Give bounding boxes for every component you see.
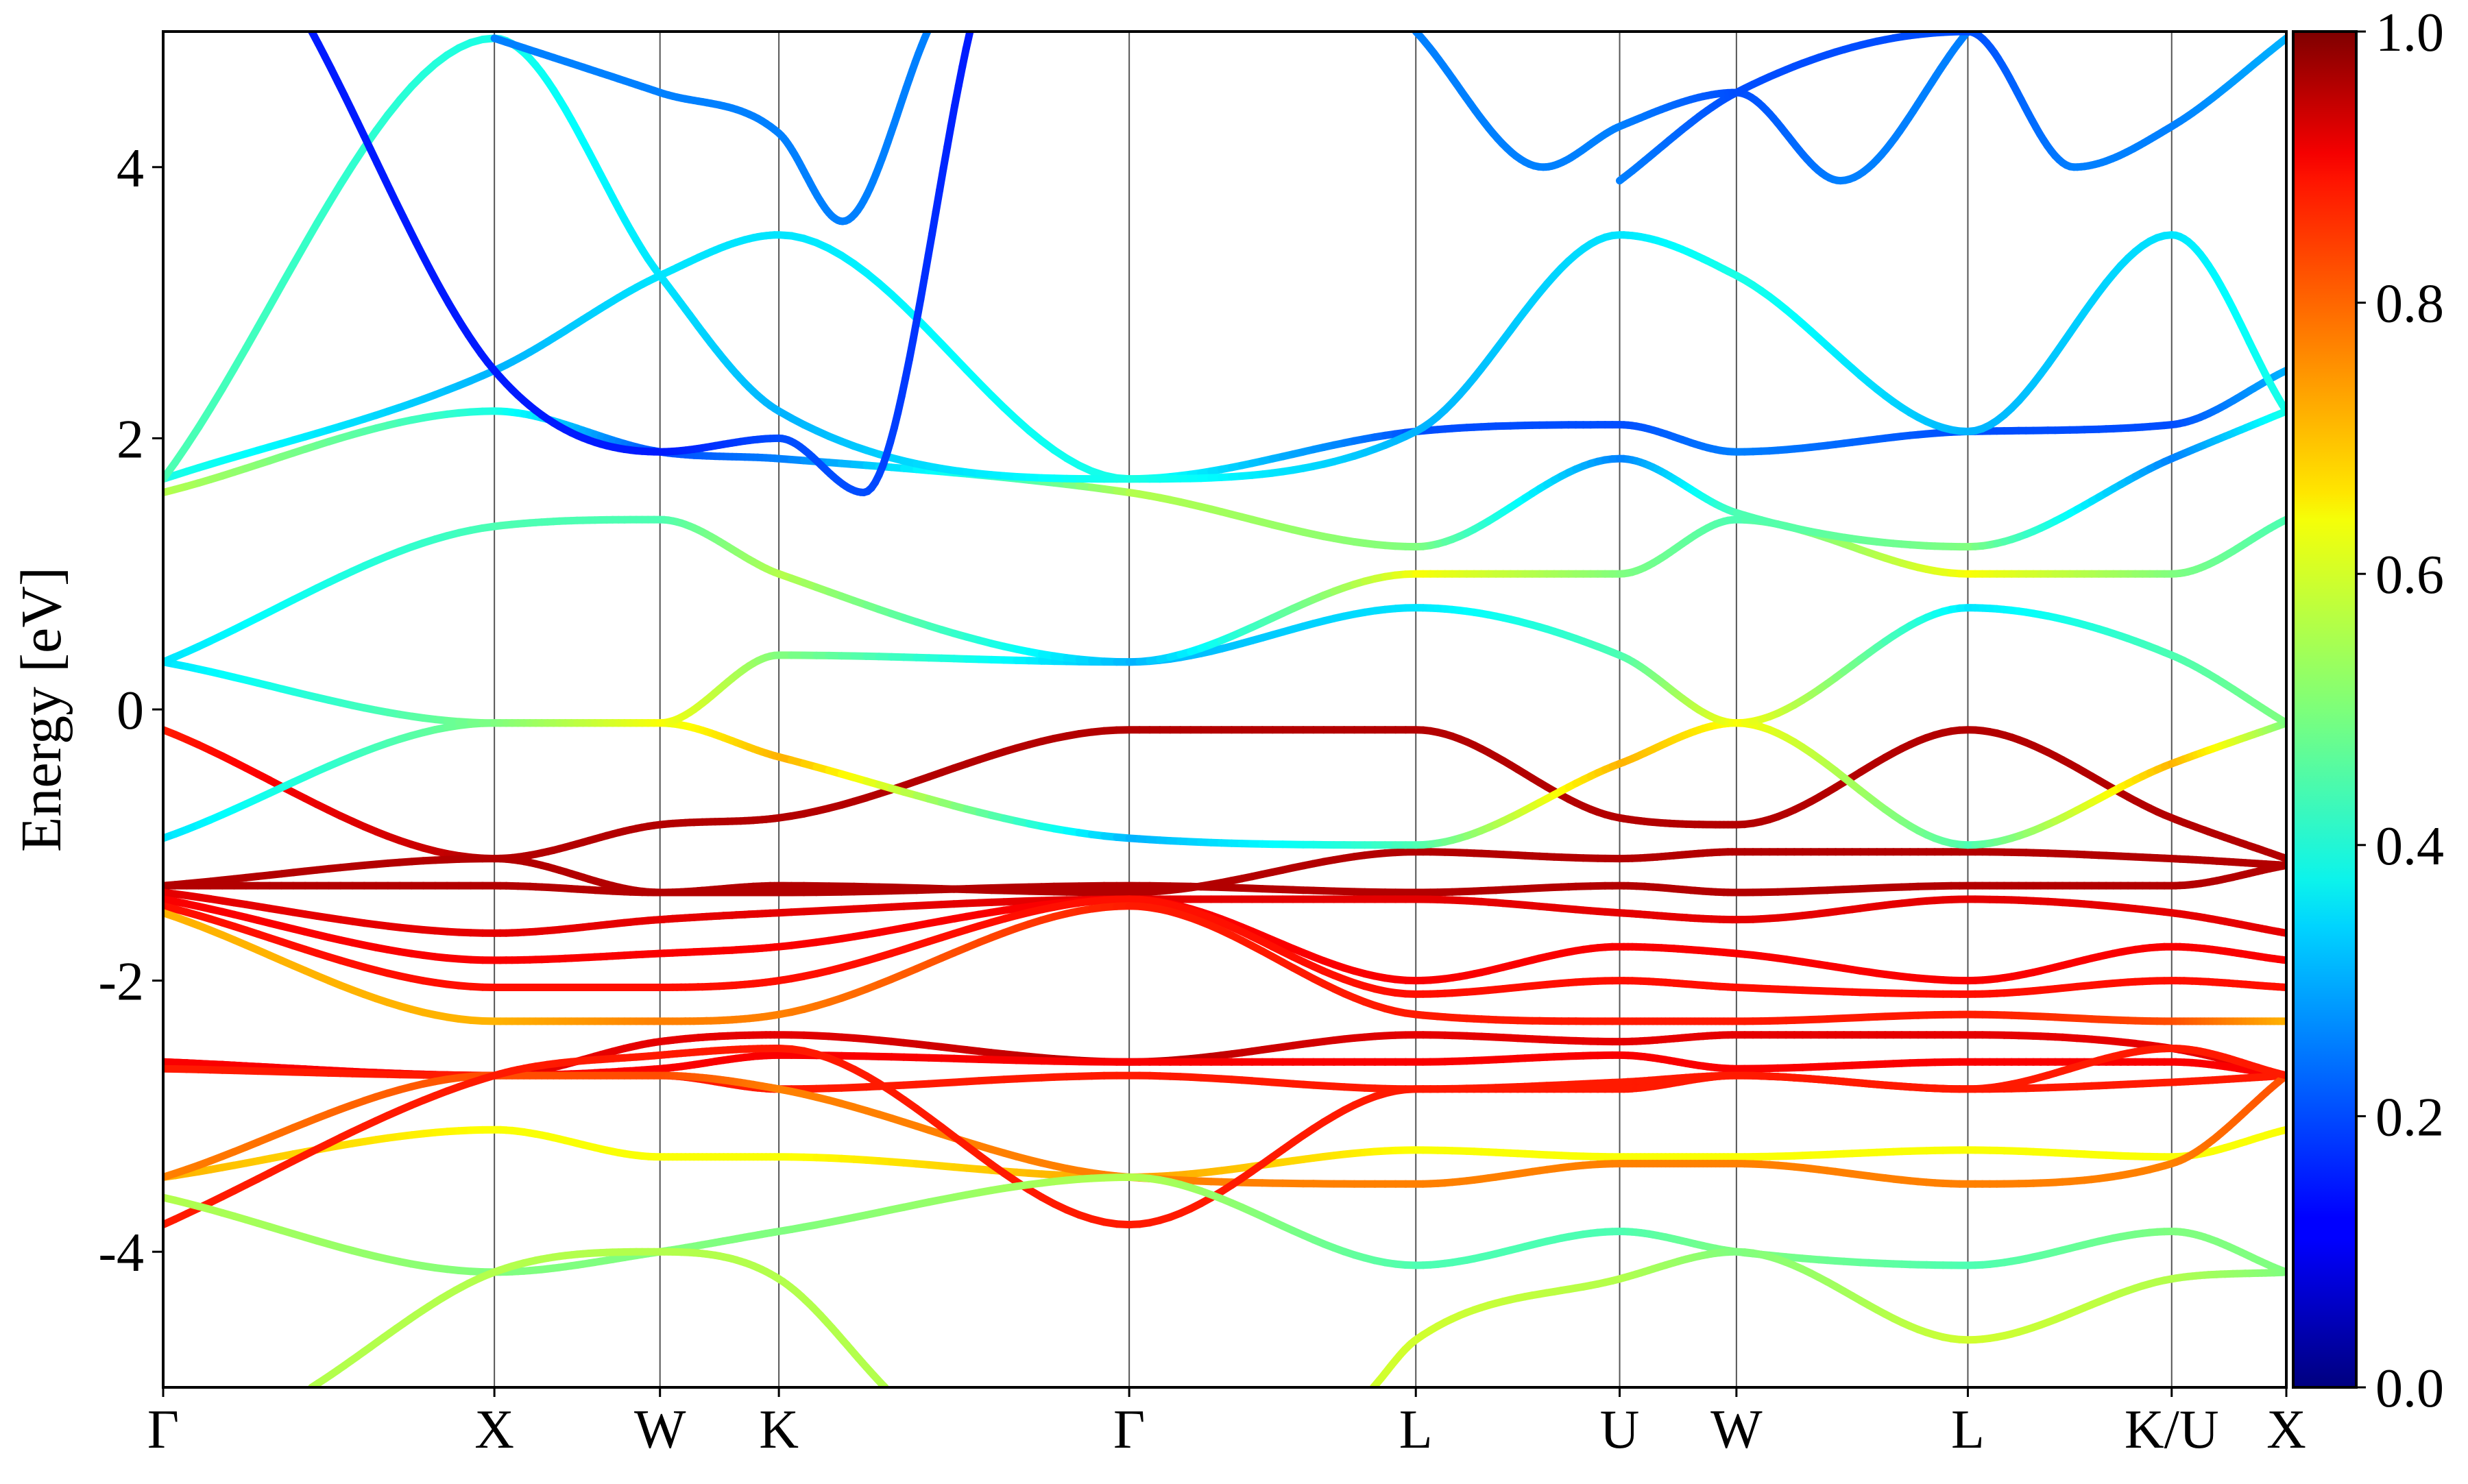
band-structure-figure: 420-2-4 ΓXWKΓLUWLK/UX Energy [eV] 1.00.8… <box>0 0 2468 1481</box>
band-structure-chart: 420-2-4 ΓXWKΓLUWLK/UX Energy [eV] 1.00.8… <box>0 0 2468 1481</box>
